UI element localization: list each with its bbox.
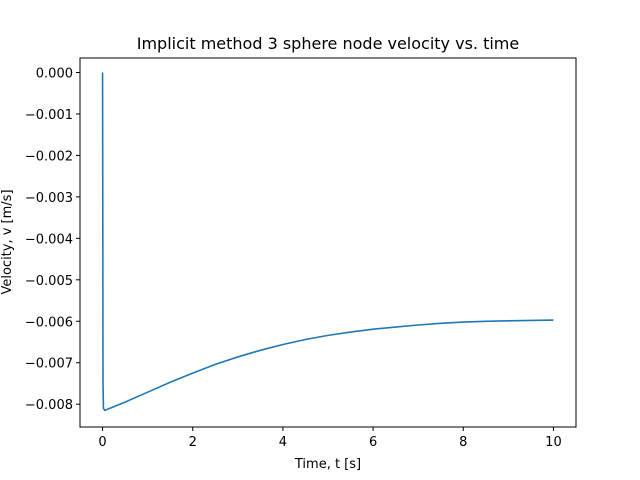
x-tick-label: 2 [189, 435, 197, 450]
y-tick-label: −0.007 [25, 357, 73, 372]
y-tick-label: −0.002 [25, 149, 73, 164]
velocity-line [101, 72, 554, 412]
y-tick-label: −0.004 [25, 232, 73, 247]
x-tick-label: 6 [369, 435, 377, 450]
y-tick-label: −0.001 [25, 108, 73, 123]
y-axis-label: Velocity, v [m/s] [0, 189, 15, 294]
y-tick-label: −0.008 [25, 398, 73, 413]
x-tick-label: 10 [545, 435, 562, 450]
x-tick-label: 4 [279, 435, 287, 450]
y-tick-label: −0.005 [25, 274, 73, 289]
plot-area [101, 72, 554, 412]
y-tick-label: −0.003 [25, 191, 73, 206]
x-tick-label: 8 [459, 435, 467, 450]
y-tick-label: −0.006 [25, 315, 73, 330]
chart-title: Implicit method 3 sphere node velocity v… [137, 34, 519, 53]
x-axis-label: Time, t [s] [294, 457, 361, 472]
axes-frame [79, 57, 577, 428]
axis-ticks: 0 2 4 6 8 10 0.000 −0.001 −0.002 −0.003 −0.004 −0.0… [25, 67, 562, 450]
y-tick-label: 0.000 [36, 67, 73, 82]
x-tick-label: 0 [98, 435, 106, 450]
